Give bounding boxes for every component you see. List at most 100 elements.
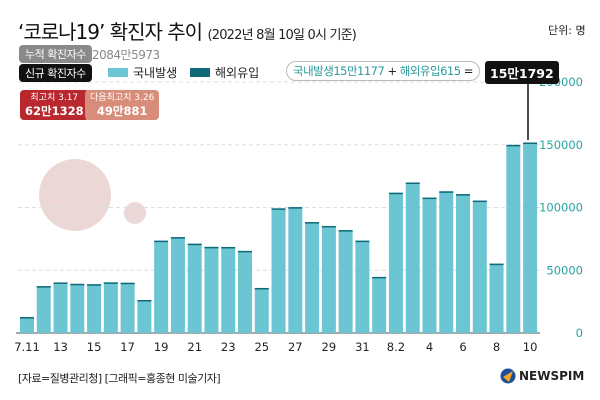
x-tick-label: 13 bbox=[53, 340, 68, 354]
bar-overseas-segment bbox=[170, 237, 185, 239]
bar-overseas-segment bbox=[221, 246, 236, 249]
legend-domestic: 국내발생 bbox=[108, 64, 177, 81]
bar-overseas-segment bbox=[254, 287, 269, 290]
bar-overseas-segment bbox=[305, 222, 320, 224]
bar bbox=[439, 191, 454, 333]
bar bbox=[70, 283, 85, 333]
bar bbox=[271, 208, 286, 333]
bar bbox=[506, 144, 521, 333]
bar-overseas-segment bbox=[321, 225, 336, 228]
legend-swatch bbox=[108, 68, 128, 77]
bar-overseas-segment bbox=[506, 144, 521, 147]
legend-label: 국내발생 bbox=[133, 66, 178, 80]
unit-label: 단위: 명 bbox=[548, 24, 586, 37]
bar bbox=[372, 276, 387, 333]
bar-overseas-segment bbox=[36, 286, 51, 288]
bar-overseas-segment bbox=[53, 282, 68, 284]
peak-badge: 최고치 3.17 62만1328 bbox=[20, 90, 89, 120]
x-tick-label: 8.2 bbox=[387, 340, 405, 354]
x-tick-label: 31 bbox=[355, 340, 370, 354]
bar-overseas-segment bbox=[271, 208, 286, 210]
bar-overseas-segment bbox=[154, 240, 169, 243]
page-title: ‘코로나19’ 확진자 추이 (2022년 8월 10일 0시 기준) bbox=[18, 16, 357, 45]
logo-icon bbox=[500, 368, 516, 384]
logo-text: NEWSPIM bbox=[519, 369, 585, 383]
bar bbox=[170, 237, 185, 333]
x-tick-label: 10 bbox=[523, 340, 538, 354]
bar bbox=[321, 225, 336, 333]
bar bbox=[472, 200, 487, 333]
callout-eq: = bbox=[463, 64, 474, 78]
bar-overseas-segment bbox=[372, 276, 387, 279]
callout-overseas: 해외유입615 bbox=[399, 64, 461, 78]
bar bbox=[405, 182, 420, 333]
bar bbox=[120, 282, 135, 333]
bar bbox=[87, 284, 102, 333]
y-tick-label: 150000 bbox=[539, 138, 583, 152]
bar bbox=[154, 240, 169, 333]
peak-value: 62만1328 bbox=[25, 104, 84, 118]
peak-value: 49만881 bbox=[96, 104, 148, 118]
x-tick-label: 6 bbox=[459, 340, 466, 354]
bar bbox=[288, 207, 303, 333]
bar bbox=[305, 222, 320, 333]
bar-overseas-segment bbox=[439, 191, 454, 193]
x-tick-label: 21 bbox=[187, 340, 202, 354]
bar-overseas-segment bbox=[120, 282, 135, 285]
bar bbox=[355, 240, 370, 333]
bar-overseas-segment bbox=[238, 250, 253, 253]
x-tick-label: 19 bbox=[154, 340, 169, 354]
x-tick-label: 7.11 bbox=[14, 340, 40, 354]
bar-overseas-segment bbox=[137, 299, 152, 302]
x-tick-label: 29 bbox=[322, 340, 337, 354]
x-tick-label: 17 bbox=[120, 340, 135, 354]
bar-overseas-segment bbox=[388, 192, 403, 195]
bar bbox=[489, 263, 504, 333]
bar-overseas-segment bbox=[472, 200, 487, 203]
bar bbox=[221, 246, 236, 333]
x-tick-label: 4 bbox=[426, 340, 433, 354]
legend-swatch bbox=[190, 68, 210, 77]
virus-illustration bbox=[39, 159, 146, 231]
legend-label: 해외유입 bbox=[215, 66, 260, 80]
title-main: ‘코로나19’ 확진자 추이 bbox=[18, 20, 203, 44]
bar-overseas-segment bbox=[87, 284, 102, 286]
y-tick-label: 100000 bbox=[539, 201, 583, 215]
bar-overseas-segment bbox=[523, 142, 538, 145]
bar bbox=[456, 194, 471, 333]
bar bbox=[103, 282, 118, 333]
bar bbox=[254, 287, 269, 333]
new-cases-label: 신규 확진자수 bbox=[19, 64, 92, 82]
y-tick-label: 0 bbox=[576, 326, 583, 340]
callout-plus: + bbox=[387, 64, 397, 78]
bar-overseas-segment bbox=[204, 246, 219, 249]
bar-overseas-segment bbox=[489, 263, 504, 266]
source-credit: [자료=질병관리청] [그래픽=홍종현 미술기자] bbox=[18, 372, 221, 385]
callout-breakdown: 국내발생15만1177 + 해외유입615 = bbox=[286, 61, 480, 81]
legend-overseas: 해외유입 bbox=[190, 64, 259, 81]
bar-overseas-segment bbox=[20, 317, 34, 319]
bar-overseas-segment bbox=[338, 230, 353, 232]
bar-overseas-segment bbox=[288, 207, 303, 209]
bar bbox=[238, 250, 253, 333]
bar-overseas-segment bbox=[103, 282, 118, 284]
callout-total: 15만1792 bbox=[485, 61, 559, 84]
x-tick-label: 15 bbox=[87, 340, 102, 354]
bar-overseas-segment bbox=[456, 194, 471, 196]
cumulative-value: 2084만5973 bbox=[92, 48, 160, 62]
cumulative-label: 누적 확진자수 bbox=[19, 45, 92, 63]
bar-overseas-segment bbox=[405, 182, 420, 184]
bar bbox=[20, 317, 34, 333]
bar bbox=[523, 142, 538, 333]
x-tick-label: 25 bbox=[254, 340, 269, 354]
bar bbox=[422, 197, 437, 333]
bar bbox=[137, 299, 152, 333]
x-tick-label: 27 bbox=[288, 340, 303, 354]
bar bbox=[204, 246, 219, 333]
bar bbox=[187, 243, 202, 333]
peak-badge: 다음최고치 3.26 49만881 bbox=[85, 90, 160, 120]
y-tick-label: 50000 bbox=[546, 263, 583, 277]
title-subtitle: (2022년 8월 10일 0시 기준) bbox=[207, 28, 357, 43]
bar bbox=[338, 230, 353, 333]
bar bbox=[388, 192, 403, 333]
